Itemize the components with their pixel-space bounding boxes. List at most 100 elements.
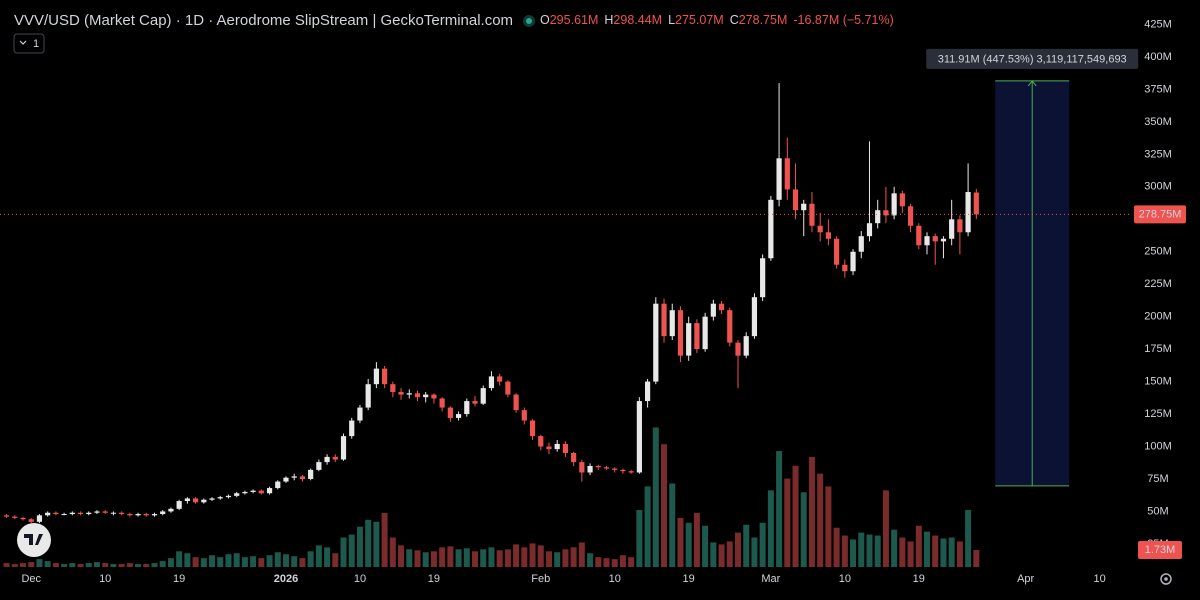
volume-bar — [636, 510, 643, 567]
volume-bar — [69, 563, 76, 567]
x-tick-label: 10 — [354, 573, 366, 585]
volume-bar — [924, 531, 931, 567]
legend-key: H — [604, 13, 613, 27]
candle-body — [916, 225, 922, 246]
candle-body — [69, 512, 75, 515]
volume-bar — [307, 551, 314, 567]
candle-body — [694, 323, 700, 350]
candle-body — [636, 401, 642, 473]
candle-body — [258, 490, 264, 494]
x-tick-label: 19 — [173, 573, 185, 585]
legend-key: L — [668, 13, 675, 27]
last-price-label: 278.75M — [1139, 208, 1182, 220]
volume-bar — [702, 525, 709, 567]
last-price-tag — [1134, 205, 1186, 224]
x-tick-label: 10 — [99, 573, 111, 585]
candle-body — [324, 456, 330, 463]
volume-bar — [817, 473, 824, 567]
volume-bar — [521, 547, 528, 567]
candle-body — [817, 225, 823, 233]
candle-body — [579, 462, 585, 473]
volume-bar — [472, 551, 479, 567]
candle-body — [644, 381, 651, 402]
y-tick-label: 225M — [1144, 278, 1172, 290]
volume-bar — [143, 564, 150, 567]
volume-bar — [447, 546, 454, 567]
volume-bar — [915, 525, 922, 567]
logo-circle — [17, 523, 51, 557]
volume-bar — [348, 534, 355, 567]
tradingview-logo[interactable] — [17, 523, 51, 557]
last-volume-label: 1.73M — [1145, 544, 1176, 556]
volume-bar — [578, 542, 585, 567]
measure-label: 311.91M (447.53%) 3,119,117,549,693 — [938, 53, 1127, 65]
candle-body — [349, 420, 355, 437]
candle-body — [760, 258, 766, 298]
interval-button[interactable] — [13, 33, 45, 54]
candle-body — [554, 443, 560, 450]
candle-body — [201, 499, 207, 503]
candle-body — [866, 223, 873, 237]
candle-body — [529, 420, 536, 437]
candle-body — [406, 393, 412, 395]
candle-body — [907, 206, 914, 226]
volume-bar — [899, 537, 906, 567]
volume-bar — [726, 541, 733, 567]
candle-body — [850, 251, 856, 272]
x-tick-label: Dec — [21, 573, 41, 585]
volume-bar — [693, 512, 700, 567]
volume-bar — [611, 559, 618, 567]
candle-body — [834, 238, 840, 265]
candle-body — [28, 519, 34, 522]
candle-body — [949, 219, 955, 239]
candle-body — [168, 508, 174, 512]
candle-body — [924, 236, 930, 246]
candle-body — [587, 465, 593, 473]
x-tick-label: 19 — [683, 573, 695, 585]
candle-body — [792, 189, 799, 211]
volume-bar — [710, 542, 717, 567]
volume-bar — [792, 465, 799, 567]
candle-body — [36, 515, 43, 522]
y-tick-label: 300M — [1144, 181, 1172, 193]
volume-bar — [373, 521, 380, 567]
candle-body — [751, 297, 758, 337]
candle-body — [143, 514, 149, 516]
x-tick-label: 10 — [1093, 573, 1105, 585]
volume-bar — [644, 486, 651, 567]
candle-body — [357, 407, 363, 421]
x-tick-label: 19 — [428, 573, 440, 585]
volume-bar — [808, 456, 815, 567]
candle-body — [316, 462, 322, 470]
volume-bar — [422, 552, 429, 567]
candle-body — [275, 481, 281, 489]
candle-body — [702, 316, 708, 350]
volume-bar — [20, 563, 27, 567]
volume-bar — [513, 544, 520, 567]
candle-body — [20, 517, 26, 520]
settings-button[interactable] — [1160, 573, 1172, 585]
y-tick-label: 175M — [1144, 343, 1172, 355]
ohlc-legend: O295.61M H298.44M L275.07M C278.75M -16.87M … — [540, 13, 894, 27]
volume-bar — [751, 537, 758, 567]
x-tick-label: 10 — [839, 573, 851, 585]
candle-body — [809, 203, 815, 226]
volume-bar — [299, 558, 306, 567]
volume-bar — [389, 537, 396, 567]
candle-body — [480, 388, 486, 404]
candle-body — [628, 471, 634, 473]
volume-bar — [266, 555, 273, 567]
volume-bar — [135, 564, 142, 567]
candle-body — [3, 515, 10, 517]
volume-bar — [480, 549, 487, 567]
candle-body — [398, 391, 404, 395]
candle-body — [390, 384, 396, 392]
candle-body — [784, 158, 790, 190]
candle-body — [472, 401, 478, 404]
volume-bar — [200, 558, 207, 567]
volume-bar — [595, 557, 602, 567]
candle-body — [932, 236, 938, 242]
volume-bar — [669, 483, 676, 567]
candle-body — [595, 465, 601, 468]
